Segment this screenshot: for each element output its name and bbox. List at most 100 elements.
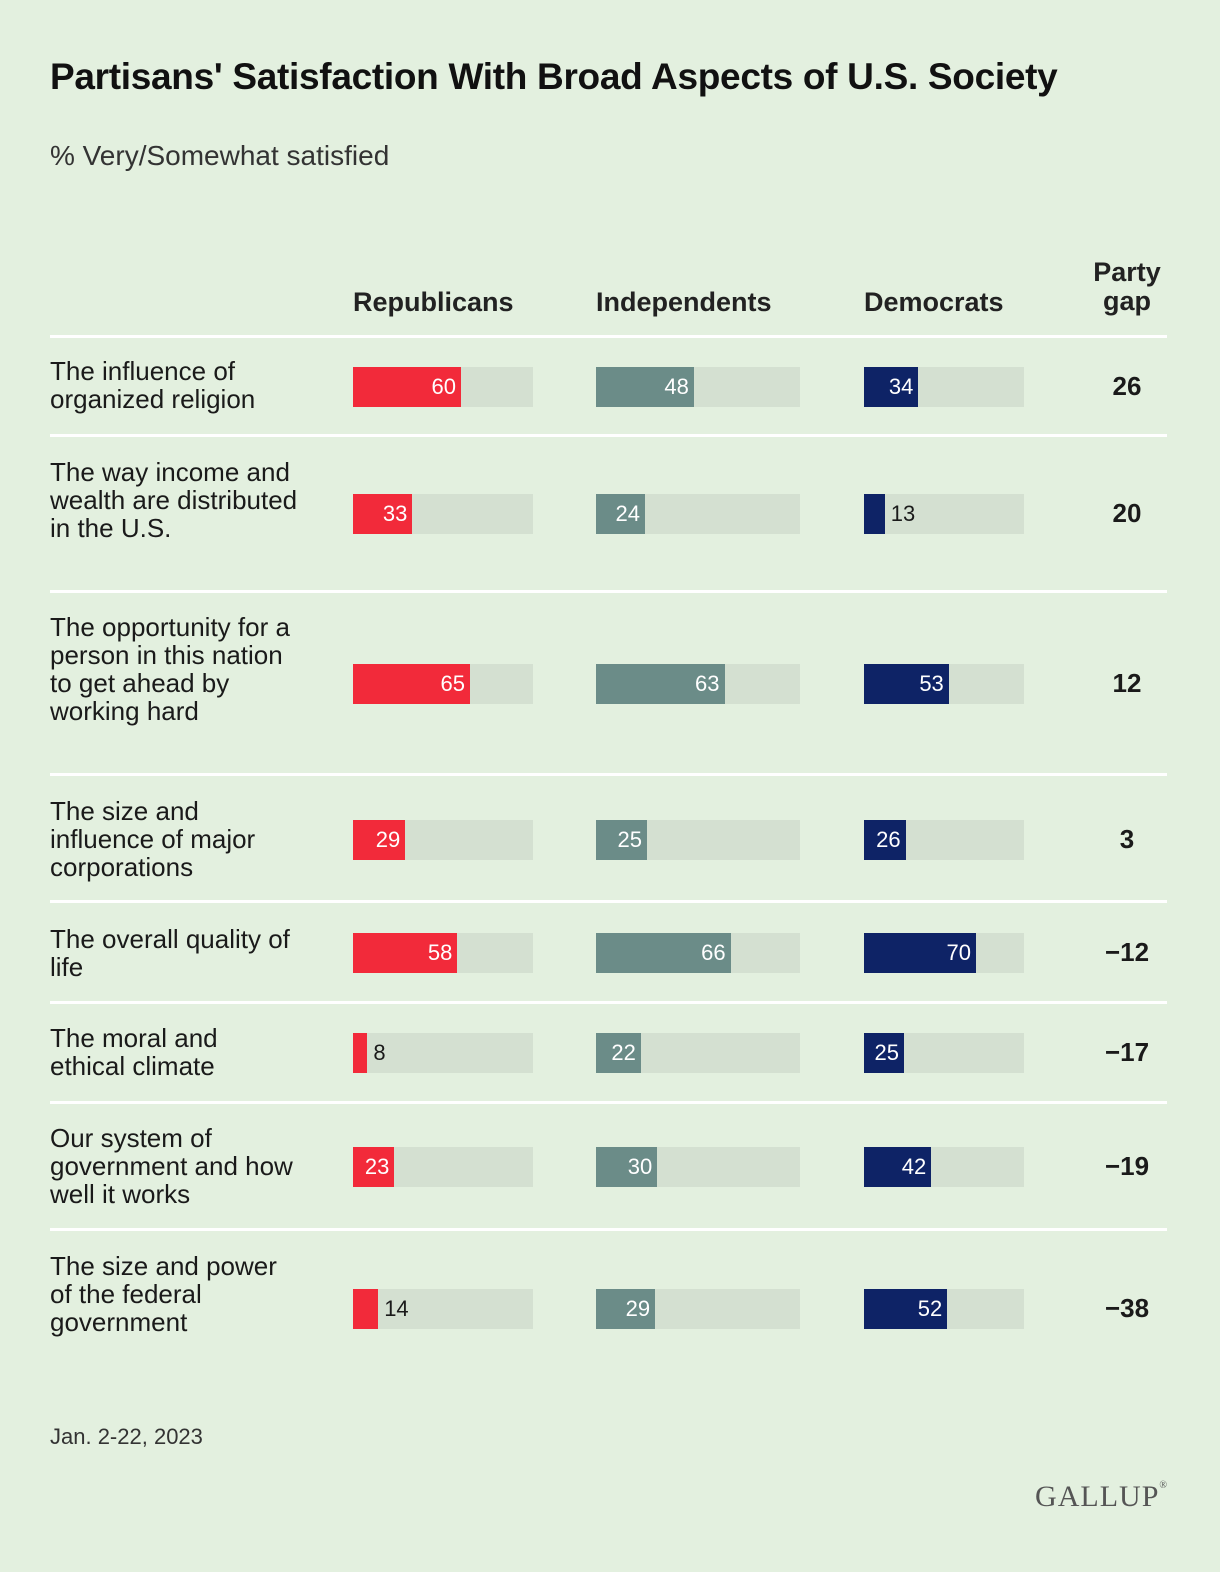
row-label: The opportunity for a person in this nat… [50,612,290,726]
bar-track-democrats: 13 [864,494,1024,534]
bar-track-republicans: 58 [353,933,533,973]
bar-republicans [353,1289,379,1329]
chart-subtitle: % Very/Somewhat satisfied [50,140,390,171]
data-label-republicans: 58 [427,940,453,965]
row-label: Our system of government and how well it… [50,1123,293,1209]
bar-track-independents: 63 [596,664,800,704]
bar-track-democrats: 25 [864,1033,1024,1073]
bar-track-republicans: 29 [353,820,533,860]
data-label-republicans: 60 [431,374,456,399]
bar-track-democrats: 34 [864,367,1024,407]
bar-democrats [864,1147,932,1187]
bar-democrats [864,664,949,704]
party-gap-value: 26 [1112,371,1142,401]
bar-track-independents: 48 [596,367,800,407]
bar-track-republicans: 65 [353,664,533,704]
data-label-independents: 24 [615,501,640,526]
bar-track-independents: 22 [596,1033,800,1073]
data-label-independents: 22 [611,1040,636,1065]
column-header-democrats: Democrats [864,287,1004,317]
data-label-republicans: 23 [364,1154,390,1179]
row-label: The size and influence of major corporat… [50,796,256,882]
data-label-democrats: 34 [888,374,914,399]
bar-track-independents: 29 [596,1289,800,1329]
party-gap-value: 12 [1112,668,1142,698]
bar-track-democrats: 26 [864,820,1024,860]
data-label-republicans: 29 [375,827,401,852]
data-label-independents: 30 [627,1154,653,1179]
party-gap-value: 3 [1119,824,1135,854]
data-label-independents: 48 [664,374,689,399]
bar-independents [596,494,645,534]
bar-independents [596,664,725,704]
data-label-democrats: 53 [919,671,944,696]
bar-track-republicans: 33 [353,494,533,534]
bar-track-democrats: 53 [864,664,1024,704]
bar-track-democrats: 42 [864,1147,1024,1187]
data-label-democrats: 26 [876,827,901,852]
bar-democrats [864,1033,904,1073]
row-divider [50,1101,1167,1104]
data-label-democrats: 13 [890,501,916,526]
bar-republicans [353,820,406,860]
data-label-democrats: 25 [874,1040,899,1065]
data-label-independents: 63 [695,671,720,696]
bar-independents [596,933,731,973]
party-gap-value: −19 [1104,1151,1150,1181]
bar-track-democrats: 70 [864,933,1024,973]
data-label-republicans: 8 [373,1040,386,1065]
column-header-party-gap: Party gap [1072,258,1182,316]
data-label-independents: 25 [617,827,642,852]
bar-independents [596,820,647,860]
row-divider [50,1001,1167,1004]
bar-republicans [353,664,470,704]
logo-text: GALLUP [1035,1480,1160,1513]
party-gap-value: −38 [1104,1293,1150,1323]
party-gap-value: −12 [1104,937,1150,967]
data-label-independents: 29 [625,1296,651,1321]
data-label-republicans: 33 [382,501,408,526]
bar-democrats [864,1289,948,1329]
bar-independents [596,1033,641,1073]
bar-track-democrats: 52 [864,1289,1024,1329]
data-label-republicans: 65 [440,671,465,696]
row-label: The way income and wealth are distribute… [50,457,298,543]
row-label: The size and power of the federal govern… [50,1251,277,1337]
column-header-republicans: Republicans [353,287,514,317]
bar-democrats [864,820,906,860]
data-label-democrats: 42 [901,1154,927,1179]
bar-democrats [864,494,885,534]
party-gap-value: 20 [1112,498,1142,528]
bar-republicans [353,933,458,973]
bar-track-republicans: 8 [353,1033,533,1073]
date-note: Jan. 2-22, 2023 [50,1424,203,1449]
bar-republicans [353,1147,395,1187]
data-label-republicans: 14 [384,1296,409,1321]
row-divider [50,335,1167,338]
bar-republicans [353,1033,368,1073]
bar-track-independents: 25 [596,820,800,860]
row-divider [50,434,1167,437]
bar-track-independents: 24 [596,494,800,534]
party-gap-header-line2: gap [1102,286,1151,316]
column-header-independents: Independents [596,287,772,317]
bar-track-independents: 66 [596,933,800,973]
bar-democrats [864,367,919,407]
row-divider [50,590,1167,593]
bar-track-republicans: 23 [353,1147,533,1187]
gallup-logo: GALLUP® [1035,1480,1168,1513]
party-gap-value: −17 [1104,1037,1150,1067]
bar-republicans [353,367,461,407]
data-label-democrats: 52 [917,1296,943,1321]
bar-independents [596,1289,656,1329]
row-divider [50,900,1167,903]
row-divider [50,773,1167,776]
bar-track-independents: 30 [596,1147,800,1187]
bar-independents [596,1147,658,1187]
party-gap-header-line1: Party [1093,257,1161,287]
bar-track-republicans: 60 [353,367,533,407]
row-label: The overall quality of life [50,924,290,982]
bar-republicans [353,494,413,534]
chart-title: Partisans' Satisfaction With Broad Aspec… [50,56,1058,97]
row-label: The moral and ethical climate [50,1023,218,1081]
